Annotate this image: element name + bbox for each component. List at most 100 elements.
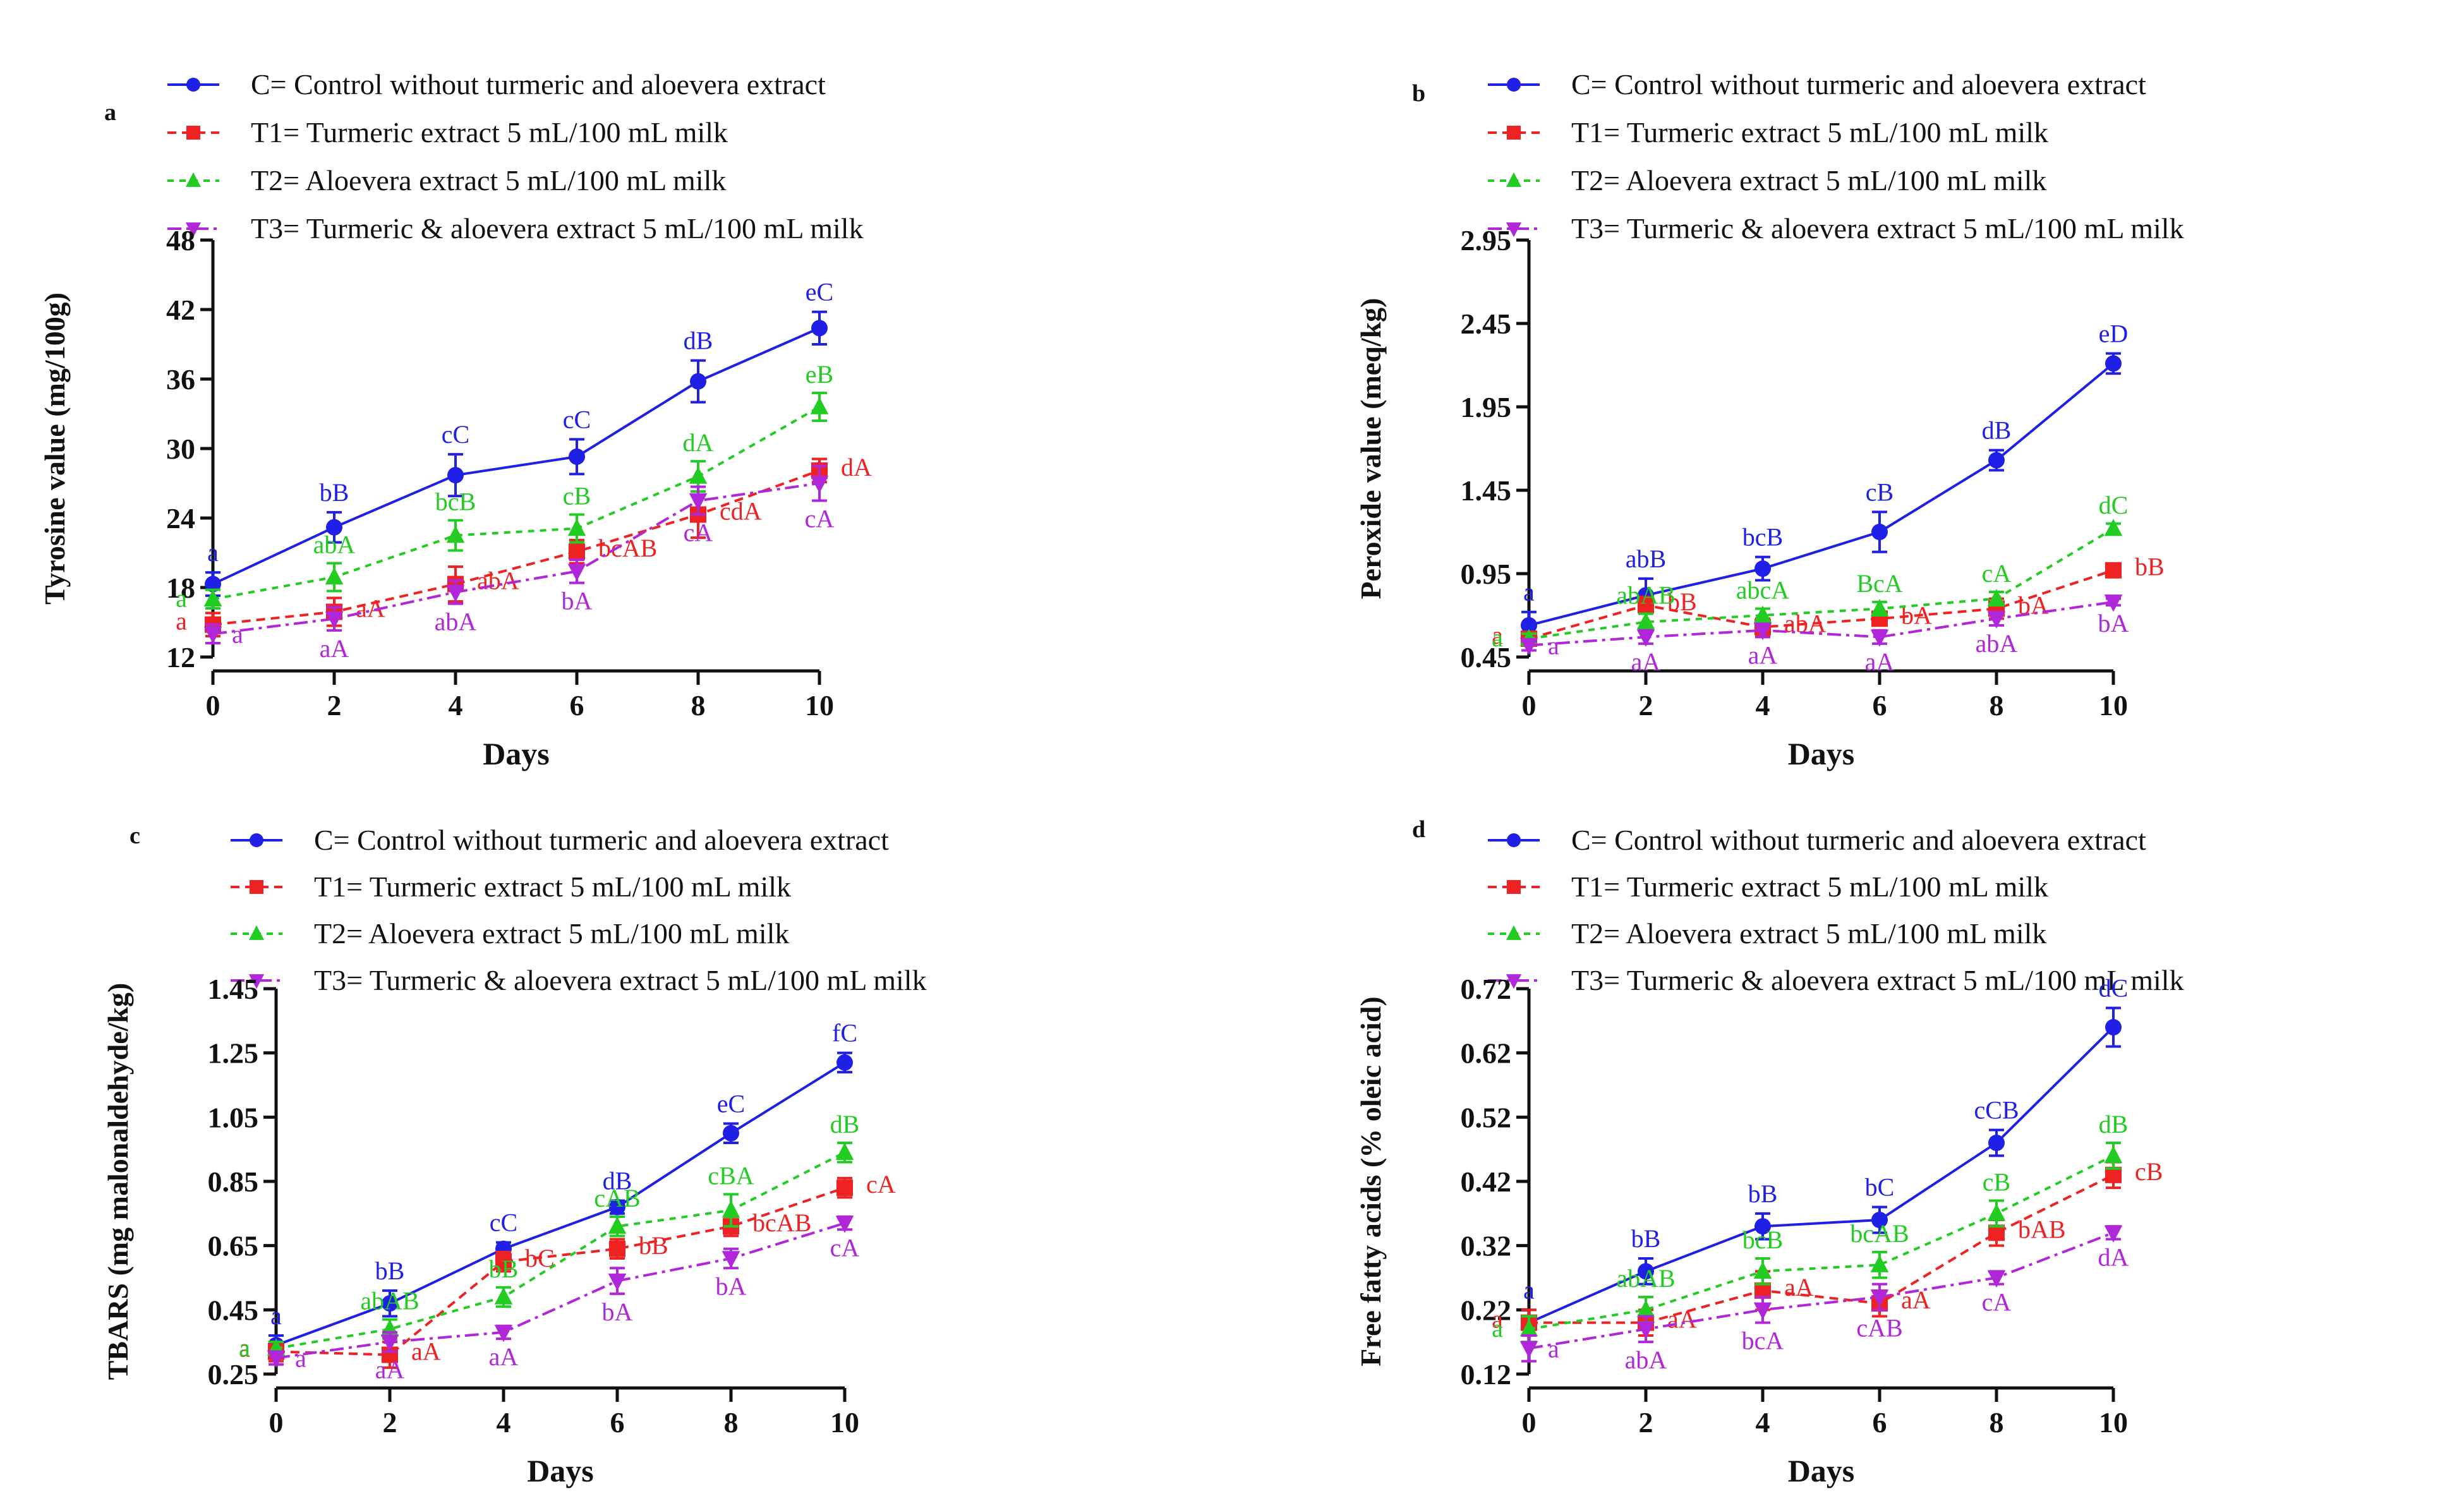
x-tick-label: 0 (269, 1406, 284, 1439)
legend-label: T1= Turmeric extract 5 mL/100 mL milk (314, 871, 791, 903)
y-tick-label: 0.32 (1461, 1230, 1512, 1262)
data-label: aA (1667, 1305, 1697, 1334)
x-tick-label: 0 (1522, 1406, 1537, 1439)
series-line (1528, 569, 2114, 640)
data-label: cBA (708, 1161, 754, 1190)
marker-triangle-up (1506, 925, 1522, 940)
data-label: a (1523, 578, 1535, 606)
data-label: cC (442, 420, 469, 449)
y-axis-label: Tyrosine value (mg/100g) (39, 293, 71, 605)
data-label: cCB (1974, 1096, 2019, 1125)
data-label: a (1548, 1334, 1559, 1363)
data-label: cA (684, 519, 713, 547)
data-label: abAB (1616, 1264, 1675, 1293)
marker-square (1507, 880, 1521, 894)
marker-triangle-up (1987, 589, 2006, 606)
data-label: cAB (1856, 1313, 1902, 1342)
y-tick-label: 0.45 (208, 1294, 259, 1326)
marker-triangle-up (1636, 612, 1655, 630)
data-label: dB (830, 1110, 860, 1138)
data-label: dA (683, 428, 714, 457)
y-tick-label: 48 (166, 224, 195, 256)
legend-item-t1: T1= Turmeric extract 5 mL/100 mL milk (231, 871, 791, 903)
marker-triangle-down (1519, 637, 1538, 656)
legend-label: T3= Turmeric & aloevera extract 5 mL/100… (1571, 212, 2184, 244)
data-label: a (176, 607, 187, 636)
legend-item-t1: T1= Turmeric extract 5 mL/100 mL milk (1488, 116, 2048, 148)
x-tick-label: 8 (691, 689, 706, 721)
marker-triangle-down (446, 584, 465, 602)
data-label: a (1492, 621, 1503, 649)
chart-panel-a: a C= Control without turmeric and aloever… (39, 68, 872, 771)
data-label: a (239, 1334, 250, 1362)
legend-label: T2= Aloevera extract 5 mL/100 mL milk (251, 164, 726, 196)
legend-item-t3: T3= Turmeric & aloevera extract 5 mL/100… (167, 212, 864, 244)
data-label: dA (841, 453, 872, 481)
data-label: bAB (2018, 1215, 2066, 1243)
marker-circle (1871, 1212, 1888, 1228)
data-label: dA (2098, 1243, 2129, 1272)
marker-circle (609, 1198, 625, 1216)
marker-triangle-up (185, 172, 202, 187)
data-label: aA (411, 1337, 441, 1366)
series-t3: a abA bcA cAB cA dA (1519, 1225, 2129, 1374)
y-tick-label: 24 (166, 502, 195, 534)
series-t3: a aA aA aA abA bA (1519, 594, 2129, 676)
data-label: abAB (360, 1287, 419, 1315)
legend-label: T2= Aloevera extract 5 mL/100 mL milk (1571, 917, 2046, 950)
legend-label: T2= Aloevera extract 5 mL/100 mL milk (314, 917, 789, 950)
marker-triangle-up (722, 1200, 740, 1218)
data-label: cC (490, 1209, 517, 1237)
marker-circle (569, 448, 585, 465)
x-tick-label: 2 (1639, 689, 1653, 721)
data-label: dB (1982, 416, 2012, 445)
panel-letter: a (104, 99, 116, 126)
marker-triangle-down (608, 1273, 627, 1291)
data-label: bcB (1742, 523, 1783, 552)
data-label: bC (1865, 1173, 1895, 1202)
data-label: cB (563, 482, 591, 510)
x-axis-label: Days (1788, 736, 1855, 771)
y-tick-label: 0.72 (1461, 973, 1512, 1005)
marker-triangle-down (494, 1325, 513, 1342)
marker-triangle-down (810, 476, 829, 493)
y-tick-label: 30 (166, 433, 195, 465)
marker-triangle-up (1870, 1255, 1889, 1272)
marker-triangle-down (1870, 629, 1889, 647)
y-tick-label: 42 (166, 294, 195, 326)
marker-square (186, 126, 200, 140)
data-label: dC (2099, 974, 2129, 1003)
marker-circle (1507, 833, 1521, 847)
data-label: fC (832, 1019, 857, 1047)
marker-triangle-down (689, 493, 708, 511)
marker-triangle-down (2104, 1225, 2123, 1243)
data-label: a (1523, 1276, 1535, 1304)
series-line (275, 1061, 846, 1347)
marker-triangle-up (1753, 605, 1772, 623)
data-label: cdA (720, 497, 762, 526)
marker-circle (1638, 1263, 1654, 1280)
marker-circle (1521, 617, 1537, 634)
marker-circle (250, 833, 263, 847)
data-label: a (295, 1344, 306, 1373)
x-tick-label: 4 (497, 1406, 511, 1439)
data-label: eC (806, 278, 833, 306)
marker-triangle-up (1753, 1261, 1772, 1279)
marker-triangle-up (2104, 1145, 2123, 1164)
data-label: a (1492, 1314, 1503, 1342)
y-tick-label: 1.45 (208, 973, 259, 1005)
legend-label: T3= Turmeric & aloevera extract 5 mL/100… (251, 212, 864, 244)
legend-item-t2: T2= Aloevera extract 5 mL/100 mL milk (167, 164, 726, 196)
data-label: bcAB (752, 1209, 811, 1237)
legend-item-t1: T1= Turmeric extract 5 mL/100 mL milk (167, 116, 728, 148)
series-line (275, 1222, 845, 1360)
legend-label: T3= Turmeric & aloevera extract 5 mL/100… (1571, 964, 2184, 996)
x-tick-label: 10 (830, 1406, 859, 1439)
data-label: aA (489, 1342, 519, 1371)
marker-triangle-down (2104, 594, 2123, 612)
data-label: bcB (1742, 1226, 1783, 1254)
